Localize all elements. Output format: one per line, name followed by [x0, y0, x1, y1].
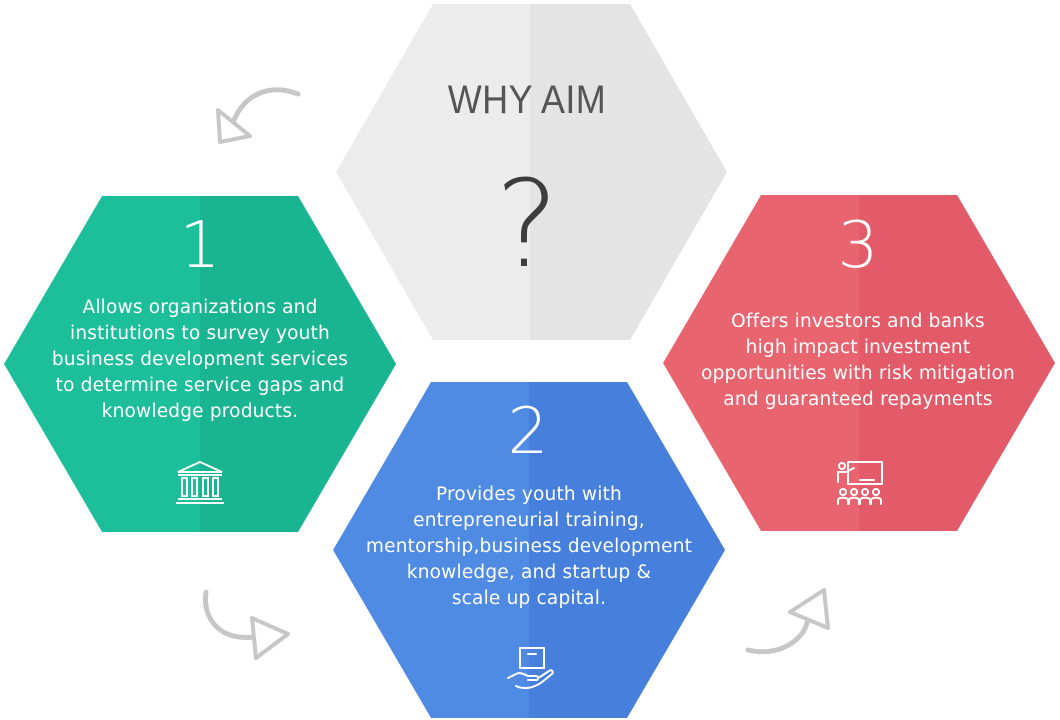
card-1-number: 1: [179, 209, 221, 283]
card-1-description: Allows organizations and institutions to…: [36, 295, 364, 425]
card-3-hexagon-shade: [859, 195, 1055, 531]
card-3-number: 3: [837, 209, 879, 283]
card-1-line: Allows organizations and: [82, 297, 318, 318]
card-3-description: Offers investors and banks high impact i…: [686, 309, 1030, 413]
curved-arrow-icon: [745, 588, 830, 655]
card-1-line: to determine service gaps and: [55, 375, 345, 396]
diagram-title: WHY AIM: [447, 78, 607, 122]
card-2-line: mentorship,business development: [365, 536, 693, 557]
curved-arrow-icon: [202, 589, 290, 660]
card-1-hexagon-shade: [200, 196, 396, 532]
center-hexagon-shade: [530, 4, 727, 340]
card-2-number: 2: [507, 395, 549, 469]
question-mark: ?: [495, 156, 559, 295]
card-2-line: scale up capital.: [451, 588, 607, 609]
hand-holding-box-icon: [507, 647, 554, 690]
card-2-line: knowledge, and startup &: [406, 562, 652, 583]
card-2-line: Provides youth with: [436, 484, 622, 505]
card-1-line: institutions to survey youth: [70, 323, 330, 344]
presentation-audience-icon: [837, 461, 883, 505]
card-2-line: entrepreneurial training,: [413, 510, 645, 531]
card-1-line: knowledge products.: [101, 401, 299, 422]
card-3-line: Offers investors and banks: [731, 311, 985, 332]
curved-arrow-icon: [216, 87, 301, 144]
card-1-line: business development services: [51, 349, 349, 370]
card-3-line: high impact investment: [745, 337, 971, 358]
card-2-hexagon-shade: [529, 382, 725, 718]
card-2-description: Provides youth with entrepreneurial trai…: [350, 482, 708, 612]
card-3-line: and guaranteed repayments: [723, 389, 993, 410]
institution-building-icon: [176, 460, 224, 504]
card-3-line: opportunities with risk mitigation: [701, 363, 1015, 384]
